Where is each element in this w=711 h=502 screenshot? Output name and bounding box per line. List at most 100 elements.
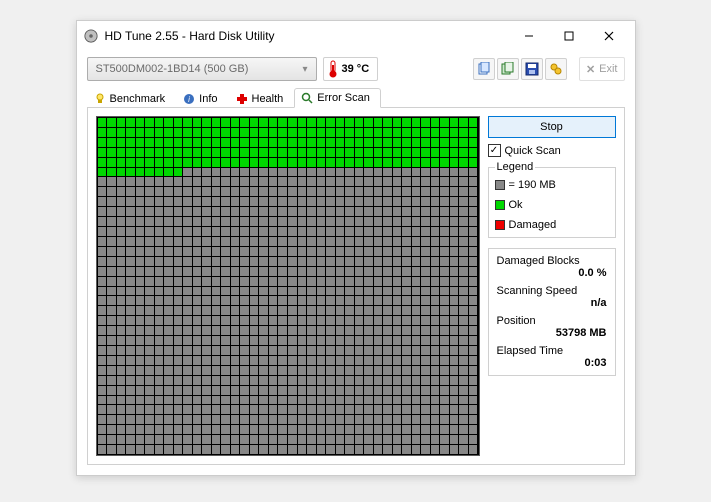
copy-info-button[interactable] — [473, 58, 495, 80]
quick-scan-label: Quick Scan — [505, 145, 561, 157]
grid-cell — [250, 405, 259, 414]
grid-cell — [459, 177, 468, 186]
grid-cell — [193, 247, 202, 256]
grid-cell — [155, 177, 164, 186]
grid-cell — [240, 207, 249, 216]
grid-cell — [421, 425, 430, 434]
grid-cell — [98, 168, 107, 177]
grid-cell — [145, 376, 154, 385]
grid-cell — [259, 306, 268, 315]
grid-cell — [412, 197, 421, 206]
grid-cell — [431, 356, 440, 365]
grid-cell — [98, 267, 107, 276]
legend-box: Legend = 190 MB Ok Damaged — [488, 161, 616, 238]
grid-cell — [469, 316, 478, 325]
grid-cell — [278, 227, 287, 236]
grid-cell — [450, 187, 459, 196]
minimize-button[interactable] — [509, 22, 549, 50]
grid-cell — [336, 306, 345, 315]
grid-cell — [183, 306, 192, 315]
grid-cell — [155, 306, 164, 315]
grid-cell — [278, 277, 287, 286]
grid-cell — [431, 267, 440, 276]
grid-cell — [440, 296, 449, 305]
grid-cell — [117, 415, 126, 424]
grid-cell — [98, 366, 107, 375]
grid-cell — [202, 306, 211, 315]
grid-cell — [459, 237, 468, 246]
grid-cell — [326, 445, 335, 454]
grid-cell — [240, 217, 249, 226]
grid-cell — [383, 316, 392, 325]
grid-cell — [345, 336, 354, 345]
grid-cell — [383, 287, 392, 296]
grid-cell — [412, 376, 421, 385]
drive-select-value: ST500DM002-1BD14 (500 GB) — [96, 63, 249, 75]
grid-cell — [383, 247, 392, 256]
grid-cell — [374, 405, 383, 414]
maximize-button[interactable] — [549, 22, 589, 50]
grid-cell — [440, 148, 449, 157]
exit-button[interactable]: ✕ Exit — [579, 57, 625, 81]
grid-cell — [355, 247, 364, 256]
quick-scan-checkbox[interactable]: ✓ — [488, 144, 501, 157]
grid-cell — [469, 287, 478, 296]
grid-cell — [393, 336, 402, 345]
grid-cell — [126, 148, 135, 157]
grid-cell — [374, 425, 383, 434]
grid-cell — [136, 356, 145, 365]
grid-cell — [288, 118, 297, 127]
tab-info[interactable]: i Info — [176, 88, 228, 108]
grid-cell — [469, 187, 478, 196]
elapsed-time-value: 0:03 — [497, 357, 607, 369]
tab-benchmark[interactable]: Benchmark — [87, 88, 177, 108]
grid-cell — [469, 257, 478, 266]
grid-cell — [212, 346, 221, 355]
grid-cell — [136, 118, 145, 127]
grid-cell — [164, 158, 173, 167]
grid-cell — [193, 177, 202, 186]
grid-cell — [145, 217, 154, 226]
quick-scan-row[interactable]: ✓ Quick Scan — [488, 144, 616, 157]
grid-cell — [431, 435, 440, 444]
close-button[interactable] — [589, 22, 629, 50]
grid-cell — [440, 267, 449, 276]
grid-cell — [469, 277, 478, 286]
grid-cell — [107, 168, 116, 177]
tab-error-scan[interactable]: Error Scan — [294, 88, 381, 108]
grid-cell — [336, 207, 345, 216]
stop-button[interactable]: Stop — [488, 116, 616, 138]
grid-cell — [421, 296, 430, 305]
options-button[interactable] — [545, 58, 567, 80]
grid-cell — [469, 326, 478, 335]
grid-cell — [469, 267, 478, 276]
grid-cell — [393, 177, 402, 186]
grid-cell — [136, 277, 145, 286]
grid-cell — [345, 257, 354, 266]
grid-cell — [412, 396, 421, 405]
grid-cell — [155, 257, 164, 266]
copy-screenshot-button[interactable] — [497, 58, 519, 80]
thermometer-icon — [328, 60, 338, 78]
grid-cell — [174, 287, 183, 296]
grid-cell — [469, 306, 478, 315]
grid-cell — [155, 237, 164, 246]
save-button[interactable] — [521, 58, 543, 80]
side-panel: Stop ✓ Quick Scan Legend = 190 MB Ok Dam… — [488, 116, 616, 456]
grid-cell — [383, 128, 392, 137]
grid-cell — [336, 366, 345, 375]
grid-cell — [440, 287, 449, 296]
grid-cell — [136, 187, 145, 196]
drive-select[interactable]: ST500DM002-1BD14 (500 GB) ▾ — [87, 57, 317, 81]
grid-cell — [412, 227, 421, 236]
grid-cell — [174, 177, 183, 186]
grid-cell — [202, 227, 211, 236]
grid-cell — [231, 425, 240, 434]
grid-cell — [231, 316, 240, 325]
grid-cell — [231, 396, 240, 405]
grid-cell — [155, 247, 164, 256]
grid-cell — [326, 158, 335, 167]
tab-health[interactable]: Health — [229, 88, 295, 108]
grid-cell — [345, 405, 354, 414]
position-label: Position — [497, 315, 607, 327]
